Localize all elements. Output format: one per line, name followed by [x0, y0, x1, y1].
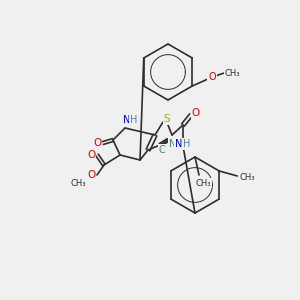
Text: O: O: [93, 138, 101, 148]
Text: N: N: [175, 139, 183, 149]
Text: O: O: [208, 72, 216, 82]
Text: N: N: [169, 139, 177, 149]
Text: O: O: [87, 170, 95, 180]
Text: CH₃: CH₃: [195, 178, 211, 188]
Text: S: S: [164, 114, 170, 124]
Text: H: H: [183, 139, 191, 149]
Text: N: N: [123, 115, 131, 125]
Text: O: O: [87, 150, 95, 160]
Text: CH₃: CH₃: [224, 68, 240, 77]
Text: CH₃: CH₃: [239, 172, 255, 182]
Text: CH₃: CH₃: [70, 179, 86, 188]
Text: H: H: [130, 115, 138, 125]
Text: C: C: [159, 145, 165, 155]
Text: O: O: [192, 108, 200, 118]
